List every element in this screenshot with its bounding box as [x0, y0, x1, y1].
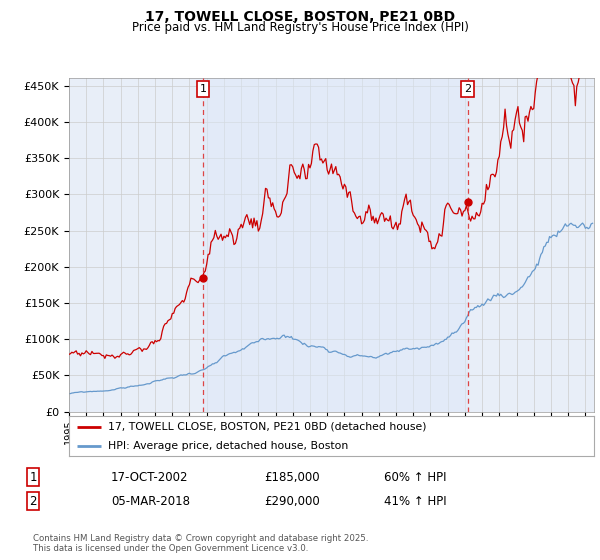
Text: 17-OCT-2002: 17-OCT-2002	[111, 470, 188, 484]
Text: 60% ↑ HPI: 60% ↑ HPI	[384, 470, 446, 484]
Text: HPI: Average price, detached house, Boston: HPI: Average price, detached house, Bost…	[109, 441, 349, 450]
Text: £185,000: £185,000	[264, 470, 320, 484]
Bar	[203, 78, 468, 412]
Text: 1: 1	[200, 84, 206, 94]
Text: 2: 2	[29, 494, 37, 508]
Text: 05-MAR-2018: 05-MAR-2018	[111, 494, 190, 508]
Text: 41% ↑ HPI: 41% ↑ HPI	[384, 494, 446, 508]
Text: 17, TOWELL CLOSE, BOSTON, PE21 0BD (detached house): 17, TOWELL CLOSE, BOSTON, PE21 0BD (deta…	[109, 422, 427, 432]
Text: 17, TOWELL CLOSE, BOSTON, PE21 0BD: 17, TOWELL CLOSE, BOSTON, PE21 0BD	[145, 10, 455, 24]
Text: Contains HM Land Registry data © Crown copyright and database right 2025.
This d: Contains HM Land Registry data © Crown c…	[33, 534, 368, 553]
Text: £290,000: £290,000	[264, 494, 320, 508]
Text: Price paid vs. HM Land Registry's House Price Index (HPI): Price paid vs. HM Land Registry's House …	[131, 21, 469, 34]
Text: 1: 1	[29, 470, 37, 484]
Text: 2: 2	[464, 84, 472, 94]
